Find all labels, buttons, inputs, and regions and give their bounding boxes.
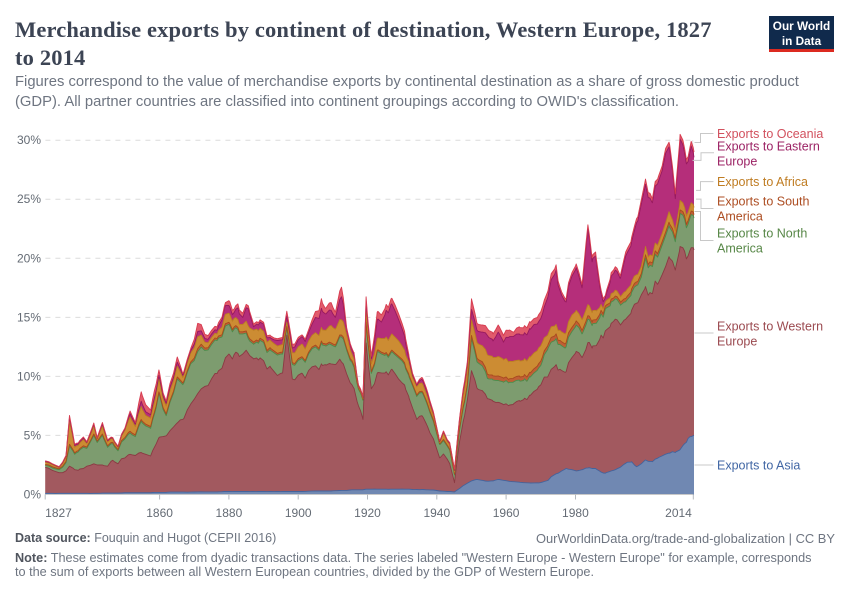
svg-text:America: America: [717, 242, 763, 256]
svg-text:10%: 10%: [17, 369, 41, 383]
svg-text:1900: 1900: [285, 506, 312, 520]
svg-text:0%: 0%: [24, 488, 42, 502]
svg-text:5%: 5%: [24, 428, 42, 442]
svg-text:30%: 30%: [17, 133, 41, 147]
svg-text:Exports to North: Exports to North: [717, 227, 807, 241]
svg-text:1920: 1920: [354, 506, 381, 520]
svg-text:25%: 25%: [17, 192, 41, 206]
svg-text:20%: 20%: [17, 251, 41, 265]
svg-text:1960: 1960: [493, 506, 520, 520]
svg-text:Exports to Asia: Exports to Asia: [717, 459, 800, 473]
svg-text:15%: 15%: [17, 310, 41, 324]
svg-text:1880: 1880: [216, 506, 243, 520]
svg-text:Exports to Oceania: Exports to Oceania: [717, 127, 823, 141]
svg-text:1940: 1940: [423, 506, 450, 520]
svg-text:Europe: Europe: [717, 155, 757, 169]
svg-text:1827: 1827: [45, 506, 72, 520]
svg-text:Exports to Africa: Exports to Africa: [717, 175, 808, 189]
svg-text:Exports to Western: Exports to Western: [717, 320, 823, 334]
svg-text:Exports to South: Exports to South: [717, 195, 809, 209]
svg-text:America: America: [717, 210, 763, 224]
svg-text:Europe: Europe: [717, 335, 757, 349]
svg-text:2014: 2014: [665, 506, 692, 520]
svg-text:1980: 1980: [562, 506, 589, 520]
svg-text:Exports to Eastern: Exports to Eastern: [717, 140, 820, 154]
svg-text:1860: 1860: [146, 506, 173, 520]
